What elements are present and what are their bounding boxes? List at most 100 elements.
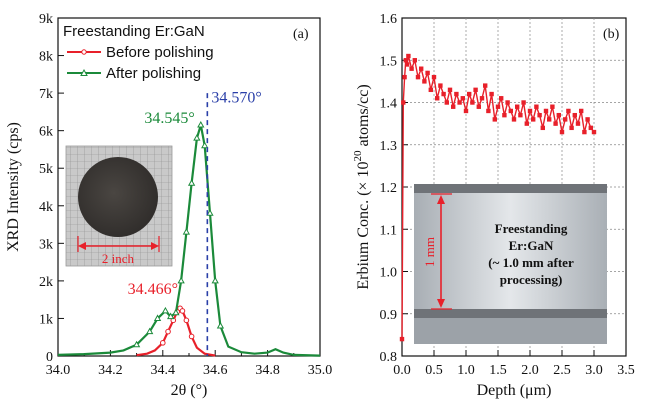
legend: Freestanding Er:GaN (a) Before polishing…	[63, 23, 309, 82]
depth-profile-point	[401, 100, 406, 105]
panel-a-ytick-label: 8k	[39, 50, 53, 65]
panel-b-ticks: 0.0 0.5 1.0 1.5 2.0 2.5 3.0 3.5 0.8 0.9 1.0 1.1 1.2 1…	[380, 12, 635, 378]
depth-profile-point	[470, 100, 475, 105]
panel-a-xtick-label: 34.4	[151, 363, 176, 378]
panel-a: 34.0 34.2 34.4 34.6 34.8 35.0 0 1k 2k 3k 4k 5k 6k 7k 8…	[5, 12, 332, 399]
depth-profile-point	[451, 104, 456, 109]
peak-labels: 34.570° 34.545° 34.466°	[128, 90, 262, 299]
depth-profile-point	[518, 112, 523, 118]
depth-profile-point	[460, 96, 465, 101]
depth-profile-point	[425, 70, 430, 76]
depth-profile-point	[585, 117, 590, 122]
depth-profile-point	[495, 104, 501, 109]
depth-profile-point	[422, 79, 427, 84]
data-point-before	[165, 328, 171, 335]
data-point-after	[167, 312, 175, 320]
panel-b-xlabel: Depth (μm)	[477, 382, 552, 399]
depth-profile-point	[531, 117, 536, 122]
panel-b-xtick-label: 3.5	[617, 363, 635, 378]
depth-profile-point	[547, 117, 552, 122]
depth-profile-point	[534, 104, 539, 109]
cross-section-bottom-edge	[414, 309, 607, 318]
depth-profile-point	[483, 83, 488, 88]
data-point-after	[182, 228, 191, 235]
panel-a-ytick-label: 9k	[39, 12, 53, 27]
panel-b-xtick-label: 1.0	[457, 363, 475, 378]
depth-profile-point	[447, 87, 453, 93]
legend-before-label: Before polishing	[106, 44, 214, 61]
depth-profile-point	[467, 91, 472, 97]
scale-arrowhead-left	[78, 242, 86, 250]
depth-profile-point	[489, 91, 494, 97]
depth-profile-point	[524, 121, 529, 126]
depth-profile-point	[582, 129, 587, 135]
inset-title-line3: (~ 1.0 mm after	[488, 255, 574, 270]
depth-profile-point	[508, 108, 513, 114]
depth-profile-point	[569, 125, 574, 131]
panel-b-ytick-label: 1.6	[380, 12, 398, 27]
panel-b-ylabel: Erbium Conc. (× 1020 atoms/cc)	[352, 84, 372, 289]
panel-b-ytick-label: 0.8	[380, 350, 398, 365]
depth-profile-point	[499, 96, 504, 101]
depth-profile-point	[553, 121, 558, 126]
depth-profile-point	[404, 62, 410, 67]
depth-profile-point	[441, 91, 446, 97]
depth-profile-point	[406, 53, 411, 59]
panel-b-xtick-label: 3.0	[585, 363, 603, 378]
depth-profile-point	[402, 74, 407, 80]
panel-b-ytick-label: 0.9	[380, 308, 398, 323]
depth-profile-point	[419, 66, 424, 71]
panel-a-title: Freestanding Er:GaN	[63, 23, 205, 40]
cross-section-inset: 1 mm Freestanding Er:GaN (~ 1.0 mm after…	[414, 184, 607, 344]
cross-section-top-edge	[414, 184, 607, 193]
panel-b-xtick-label: 2.0	[521, 363, 539, 378]
inset-title-line1: Freestanding	[495, 221, 568, 236]
depth-profile-point	[591, 129, 597, 135]
legend-before-marker	[81, 49, 87, 55]
thickness-arrowhead-bottom	[437, 299, 445, 308]
data-point-after	[201, 141, 209, 149]
panel-a-xtick-label: 34.2	[98, 363, 123, 378]
depth-profile-point	[515, 104, 520, 109]
data-point-after	[216, 321, 225, 329]
panel-a-xlabel: 2θ (°)	[171, 382, 208, 399]
thickness-arrowhead-top	[437, 195, 445, 204]
panel-b: 0.0 0.5 1.0 1.5 2.0 2.5 3.0 3.5 0.8 0.9 1.0 1.1 1.2 1…	[352, 12, 635, 399]
panel-a-ylabel: XRD Intensity (cps)	[5, 122, 22, 252]
depth-profile-point	[563, 117, 568, 122]
depth-profile-point	[511, 117, 517, 122]
data-point-before	[183, 317, 190, 324]
depth-profile-point	[540, 125, 545, 131]
panel-b-xtick-label: 2.5	[553, 363, 571, 378]
panel-b-series	[399, 53, 597, 342]
depth-profile-point	[572, 112, 577, 118]
panel-a-ytick-label: 1k	[39, 312, 53, 327]
depth-profile-point	[486, 108, 491, 114]
data-point-after	[193, 134, 201, 141]
depth-profile-point	[502, 112, 507, 118]
panel-a-label: (a)	[293, 27, 309, 42]
data-point-after	[187, 179, 196, 186]
depth-profile-point	[543, 108, 549, 114]
scale-arrowhead-right	[151, 242, 159, 250]
depth-profile-point	[566, 108, 571, 114]
legend-after-label: After polishing	[106, 65, 201, 82]
scale-label: 2 inch	[102, 251, 135, 266]
peak-label-after: 34.545°	[144, 110, 194, 127]
panel-b-ytick-label: 1.3	[380, 139, 398, 154]
depth-profile-point	[444, 100, 449, 105]
panel-a-series	[57, 121, 321, 357]
data-point-before	[188, 333, 195, 340]
panel-b-xtick-label: 0.0	[393, 363, 411, 378]
depth-profile-point	[479, 96, 485, 101]
depth-profile-point	[588, 125, 593, 131]
depth-profile-point	[435, 96, 440, 101]
cross-section-bottom-strip	[414, 318, 607, 344]
panel-a-ytick-label: 2k	[39, 275, 53, 290]
data-point-after	[153, 314, 162, 321]
depth-profile-point	[438, 83, 443, 88]
panel-b-ytick-label: 1.5	[380, 54, 398, 69]
panel-a-xtick-label: 34.0	[46, 363, 71, 378]
depth-profile-point	[412, 58, 417, 63]
panel-a-ytick-label: 5k	[39, 162, 53, 177]
